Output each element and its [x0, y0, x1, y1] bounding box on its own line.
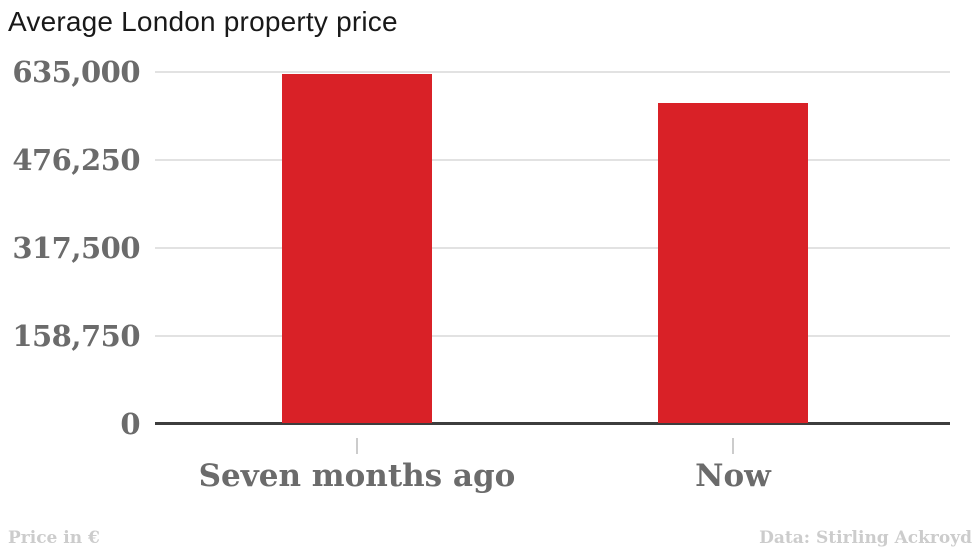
y-tick-label-158750: 158,750 — [12, 319, 140, 353]
bar-seven-months-ago — [282, 74, 432, 423]
gridline-635000 — [155, 71, 950, 73]
y-tick-label-635000: 635,000 — [12, 55, 140, 89]
gridline-476250 — [155, 159, 950, 161]
footer-source-note: Data: Stirling Ackroyd — [759, 528, 972, 548]
x-category-label-seven-months-ago: Seven months ago — [198, 458, 516, 494]
bar-now — [658, 103, 808, 423]
x-category-label-now: Now — [695, 458, 771, 494]
x-tick-mark-seven-months-ago — [356, 438, 358, 454]
x-tick-mark-now — [732, 438, 734, 454]
y-tick-label-476250: 476,250 — [12, 143, 140, 177]
y-tick-label-0: 0 — [120, 407, 140, 441]
chart-title: Average London property price — [8, 6, 398, 37]
y-tick-label-317500: 317,500 — [12, 231, 140, 265]
footer-unit-note: Price in € — [8, 528, 100, 548]
gridline-158750 — [155, 335, 950, 337]
gridline-317500 — [155, 247, 950, 249]
x-axis-baseline — [155, 422, 950, 425]
